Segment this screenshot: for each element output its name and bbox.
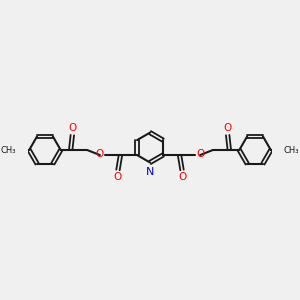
Text: O: O [224, 123, 232, 133]
Text: O: O [95, 149, 103, 159]
Text: N: N [146, 167, 154, 177]
Text: O: O [178, 172, 186, 182]
Text: CH₃: CH₃ [1, 146, 16, 154]
Text: O: O [114, 172, 122, 182]
Text: O: O [68, 123, 76, 133]
Text: CH₃: CH₃ [284, 146, 299, 154]
Text: O: O [196, 149, 205, 159]
